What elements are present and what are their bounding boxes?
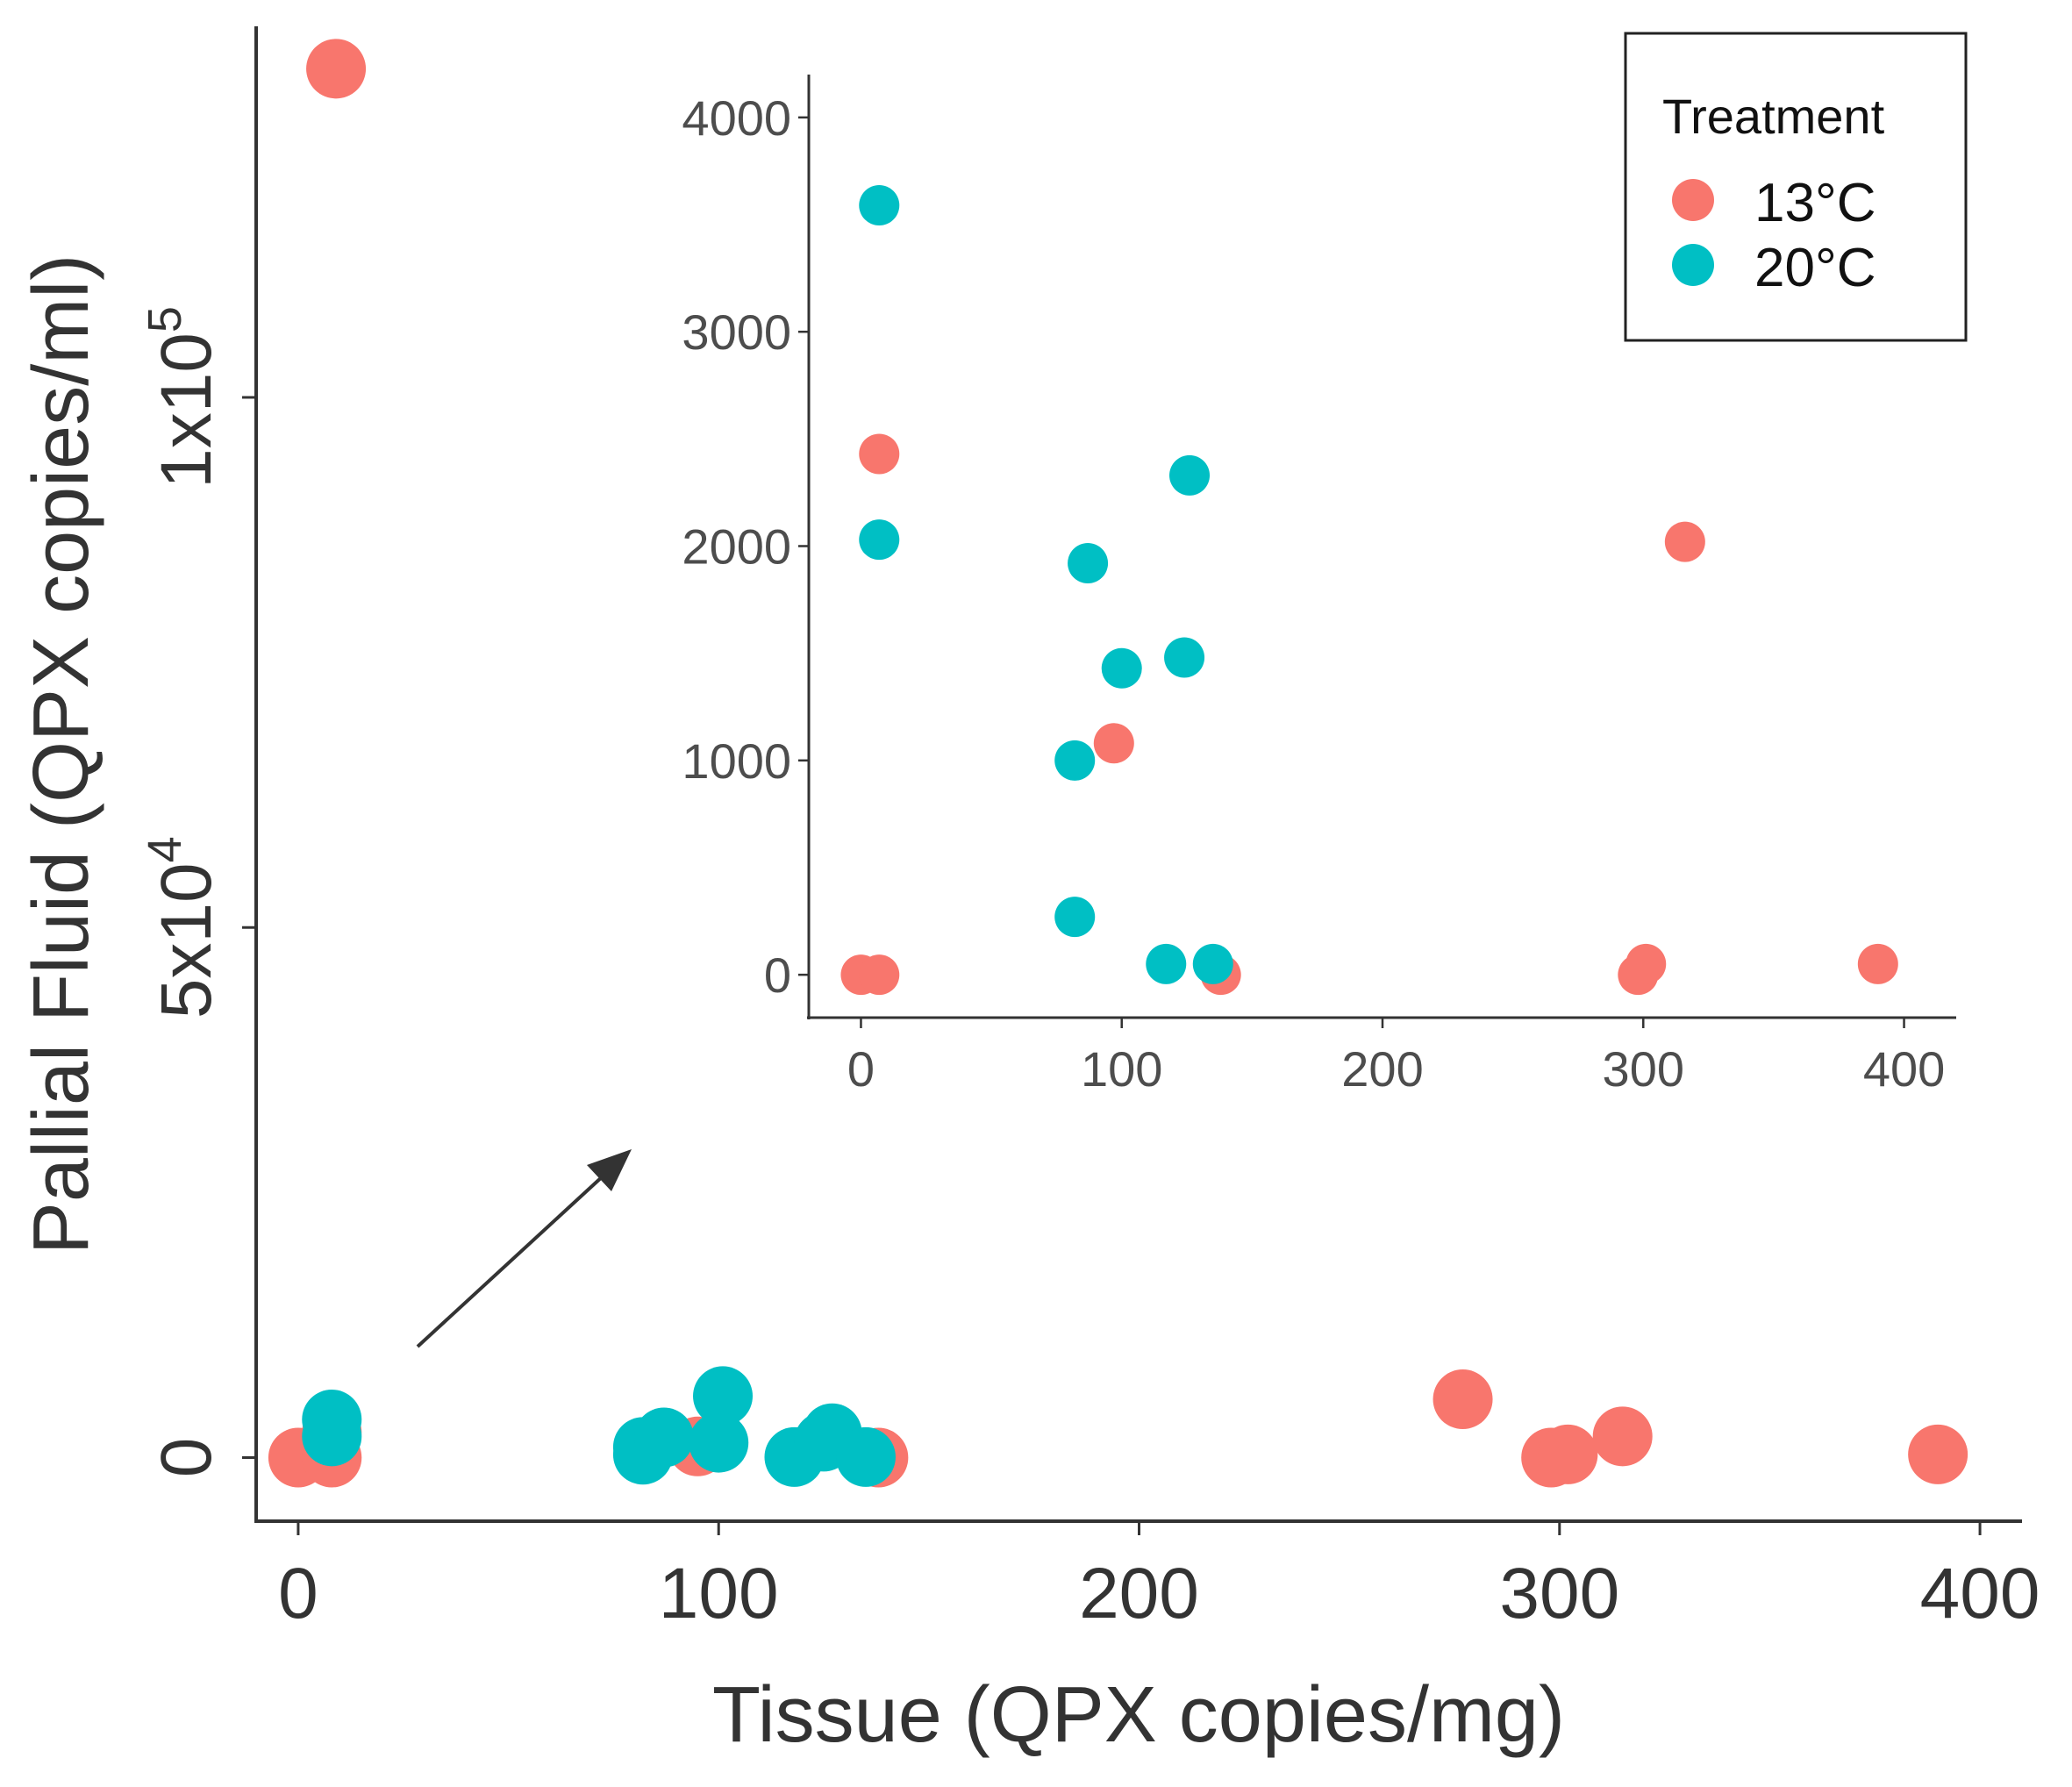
inset-x-ticks: 0 100 200 300 400: [847, 1018, 1945, 1097]
main-y-tick-label: 5x104: [139, 836, 226, 1019]
main-x-ticks: 0 100 200 300 400: [278, 1521, 2040, 1633]
legend-label-20c: 20°C: [1754, 238, 1876, 298]
inset-point-13c: [1857, 943, 1898, 984]
legend-dot-20c: [1672, 244, 1714, 286]
main-point-20c: [693, 1366, 754, 1426]
inset-points: [840, 185, 1898, 996]
legend: Treatment 13°C 20°C: [1624, 32, 1968, 342]
main-x-tick-label: 200: [1079, 1554, 1199, 1633]
inset-plot: 0 100 200 300 400 0 1000 2000 3000 4000: [682, 75, 1956, 1097]
main-point-20c: [633, 1407, 694, 1468]
main-point-13c: [306, 39, 367, 99]
legend-label-13c: 13°C: [1754, 173, 1876, 233]
main-y-tick-label: 0: [146, 1438, 226, 1478]
legend-title: Treatment: [1662, 89, 1885, 144]
inset-y-tick-label: 3000: [682, 304, 791, 360]
inset-point-13c: [859, 954, 900, 996]
inset-x-tick-label: 400: [1863, 1041, 1945, 1097]
main-y-ticks: 0 5x104 1x105: [139, 306, 256, 1477]
inset-point-20c: [1054, 897, 1096, 938]
main-point-13c: [1433, 1369, 1493, 1430]
main-points: [268, 39, 1968, 1488]
inset-point-20c: [859, 519, 900, 561]
inset-y-tick-label: 1000: [682, 733, 791, 789]
zoom-arrow-head: [587, 1149, 632, 1191]
inset-x-tick-label: 300: [1603, 1041, 1684, 1097]
main-point-20c: [689, 1412, 749, 1473]
inset-point-13c: [1093, 723, 1134, 764]
inset-point-20c: [1054, 740, 1096, 781]
inset-point-20c: [1101, 647, 1142, 689]
main-x-tick-label: 0: [278, 1554, 318, 1633]
main-point-20c: [835, 1426, 896, 1487]
main-x-tick-label: 300: [1499, 1554, 1619, 1633]
inset-x-tick-label: 0: [847, 1041, 875, 1097]
inset-y-ticks: 0 1000 2000 3000 4000: [682, 90, 809, 1003]
main-point-20c: [302, 1406, 362, 1467]
inset-point-13c: [859, 433, 900, 475]
main-x-tick-label: 400: [1920, 1554, 2040, 1633]
main-point-13c: [1908, 1424, 1968, 1484]
legend-dot-13c: [1672, 179, 1714, 221]
inset-point-20c: [1169, 454, 1211, 496]
main-y-tick-label: 1x105: [139, 306, 226, 489]
inset-y-tick-label: 4000: [682, 90, 791, 146]
main-point-13c: [1592, 1406, 1653, 1467]
inset-point-20c: [1068, 543, 1109, 584]
inset-x-tick-label: 100: [1081, 1041, 1162, 1097]
main-plot: 0 100 200 300 400 0 5x104 1x105: [139, 26, 2040, 1633]
inset-point-20c: [1146, 943, 1187, 984]
main-x-tick-label: 100: [659, 1554, 779, 1633]
inset-point-20c: [1192, 943, 1233, 984]
inset-point-20c: [859, 185, 900, 226]
inset-point-20c: [1164, 637, 1205, 678]
y-axis-title: Pallial Fluid (QPX copies/ml): [18, 254, 105, 1254]
inset-x-tick-label: 200: [1341, 1041, 1423, 1097]
zoom-arrow: [416, 1149, 632, 1348]
inset-y-tick-label: 2000: [682, 519, 791, 575]
inset-point-13c: [1664, 521, 1705, 562]
x-axis-title: Tissue (QPX copies/mg): [712, 1671, 1565, 1759]
inset-y-tick-label: 0: [764, 947, 791, 1003]
zoom-arrow-line: [416, 1174, 605, 1348]
inset-point-13c: [1625, 943, 1667, 984]
main-point-13c: [1538, 1424, 1598, 1484]
